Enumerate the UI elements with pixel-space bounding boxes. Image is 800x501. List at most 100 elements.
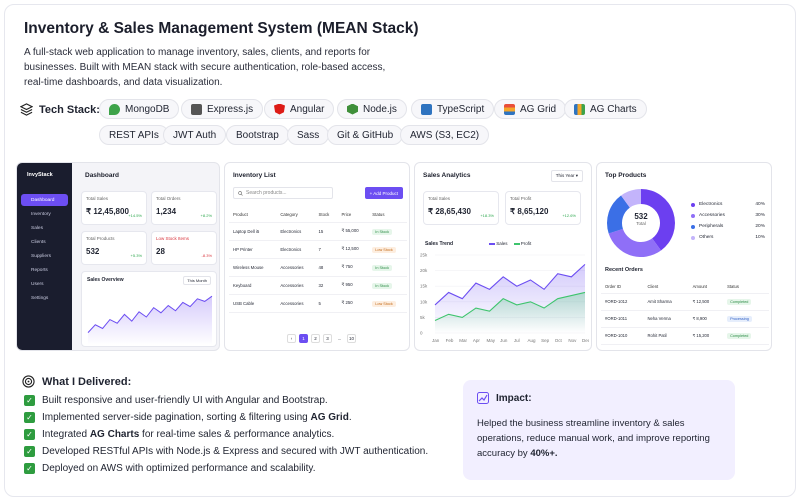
page-10[interactable]: 10 (347, 334, 356, 343)
page-3[interactable]: 3 (323, 334, 332, 343)
chip-sass: Sass (287, 125, 330, 145)
legend-item: Accessories 30% (691, 210, 765, 221)
sidebar-item-settings[interactable]: Settings (31, 295, 49, 301)
overview-filter[interactable]: This Month (183, 276, 211, 285)
status-badge: In Stock (372, 264, 392, 271)
x-tick-label: Sep (541, 338, 550, 343)
overview-area (88, 296, 212, 345)
y-tick-label: 20k (420, 268, 428, 273)
inventory-title: Inventory List (233, 172, 276, 179)
express-icon (191, 103, 202, 115)
nodejs-icon (347, 103, 358, 115)
sidebar-item-dashboard[interactable]: Dashboard (21, 194, 68, 206)
inventory-table: Product Category Stock Price Status Laptop D… (229, 208, 407, 313)
brand-logo: InvyStack (27, 172, 53, 178)
chip-aws: AWS (S3, EC2) (400, 125, 490, 145)
sales-trend-title: Sales Trend (425, 241, 454, 247)
top-products-donut (607, 189, 675, 257)
slice-peripherals (607, 195, 630, 234)
stat-low-stock: Low Stock Items 28 -8.3% (151, 231, 217, 265)
analytics-filter[interactable]: This Year ▾ (550, 170, 583, 182)
donut-center: 532 Total (634, 212, 648, 226)
slice-electronics (641, 189, 675, 251)
y-tick-label: 0 (420, 331, 423, 336)
series-area-profit (435, 292, 585, 333)
sidebar: InvyStack Dashboard Inventory Sales Clie… (17, 163, 72, 350)
chip-express: Express.js (181, 99, 264, 119)
sidebar-item-sales[interactable]: Sales (31, 225, 43, 231)
checkmark-icon: ✓ (24, 463, 35, 474)
table-row[interactable]: #ORD-1011 Neha Verma ₹ 8,900 Processing (601, 310, 769, 328)
status-badge: In Stock (372, 228, 392, 235)
search-input[interactable]: Search products... (233, 187, 333, 199)
table-row[interactable]: Keyboard Accessories 32 ₹ 950 In Stock (229, 276, 407, 295)
project-description: A full-stack web application to manage i… (24, 47, 386, 88)
status-badge: Completed (727, 299, 752, 305)
trend-legend: Sales Profit (489, 241, 531, 246)
table-row[interactable]: #ORD-1010 Rohit Patil ₹ 15,200 Completed (601, 327, 769, 345)
chip-git-github: Git & GitHub (327, 125, 404, 145)
slice-others (621, 189, 641, 208)
stat-analytics-profit: Total Profit ₹ 8,65,120 +12.6% (505, 191, 581, 225)
top-products-screenshot: Top Products 532 Total Electronics 40% Acc… (596, 162, 772, 351)
chip-bootstrap: Bootstrap (226, 125, 289, 145)
delivered-item: ✓ Implemented server-side pagination, sor… (24, 412, 352, 423)
sales-overview-chart (87, 295, 213, 345)
impact-box: Impact: Helped the business streamline i… (463, 380, 735, 480)
delivered-item: ✓ Deployed on AWS with optimized performa… (24, 463, 315, 474)
page-prev[interactable]: ‹ (287, 334, 296, 343)
chip-mongodb: MongoDB (99, 99, 180, 119)
dashboard-screenshot: InvyStack Dashboard Inventory Sales Clie… (16, 162, 220, 351)
slice-accessories (608, 228, 661, 257)
impact-text: Helped the business streamline inventory… (477, 418, 710, 459)
table-row[interactable]: Laptop Dell i5 Electronics 15 ₹ 55,000 In St… (229, 222, 407, 241)
delivered-item: ✓ Built responsive and user-friendly UI w… (24, 395, 328, 406)
y-tick-label: 10k (420, 299, 428, 304)
top-products-title: Top Products (605, 172, 647, 179)
stat-analytics-sales: Total Sales ₹ 28,65,430 +18.3% (423, 191, 499, 225)
pagination: ‹ 1 2 3 ... 10 (287, 334, 356, 343)
series-line-sales (434, 263, 586, 306)
target-icon (22, 375, 35, 388)
series-line-profit (434, 291, 586, 322)
y-tick-label: 15k (420, 284, 428, 289)
status-badge: Processing (727, 316, 752, 322)
stat-total-products: Total Products 532 +5.3% (81, 231, 147, 265)
status-badge: In Stock (372, 282, 392, 289)
x-tick-label: Jan (432, 338, 440, 343)
y-tick-label: 5k (420, 315, 426, 320)
x-tick-label: Jun (500, 338, 508, 343)
page-2[interactable]: 2 (311, 334, 320, 343)
sidebar-item-users[interactable]: Users (31, 281, 44, 287)
table-row[interactable]: HP Printer Electronics 7 ₹ 12,500 Low Stock (229, 240, 407, 259)
dashboard-title: Dashboard (85, 172, 119, 179)
sidebar-item-inventory[interactable]: Inventory (31, 211, 51, 217)
checkmark-icon: ✓ (24, 429, 35, 440)
page-ellipsis: ... (337, 336, 342, 341)
chip-jwt-auth: JWT Auth (163, 125, 227, 145)
page-title: Inventory & Sales Management System (MEA… (24, 20, 419, 37)
top-products-legend: Electronics 40% Accessories 30% Peripherals 2… (691, 199, 765, 243)
chip-angular: Angular (264, 99, 335, 119)
x-tick-label: Oct (555, 338, 563, 343)
sidebar-item-reports[interactable]: Reports (31, 267, 48, 273)
add-product-button[interactable]: + Add Product (364, 187, 403, 199)
sales-overview-title: Sales Overview (87, 277, 124, 283)
delivered-heading: What I Delivered: (22, 375, 131, 388)
table-row[interactable]: Wireless Mouse Accessories 48 ₹ 750 In Stock (229, 258, 407, 277)
typescript-icon (421, 103, 432, 115)
sidebar-item-suppliers[interactable]: Suppliers (31, 253, 51, 259)
sidebar-item-clients[interactable]: Clients (31, 239, 46, 245)
impact-heading: Impact: (477, 392, 532, 404)
page-1[interactable]: 1 (299, 334, 308, 343)
checkmark-icon: ✓ (24, 395, 35, 406)
sales-trend-chart: 25k 20k 15k 10k 5k 0 Jan Feb Mar Apr May Jun Jul Aug S… (420, 253, 589, 344)
tech-stack-label: Tech Stack: (39, 103, 100, 116)
chart-trend-icon (477, 392, 489, 404)
table-row[interactable]: #ORD-1012 Amit Sharma ₹ 12,500 Completed (601, 293, 769, 311)
ag-charts-icon (574, 103, 585, 115)
chip-typescript: TypeScript (411, 99, 495, 119)
search-icon (238, 190, 243, 196)
table-row[interactable]: USB Cable Accessories 5 ₹ 250 Low Stock (229, 294, 407, 313)
x-tick-label: Aug (527, 338, 536, 343)
